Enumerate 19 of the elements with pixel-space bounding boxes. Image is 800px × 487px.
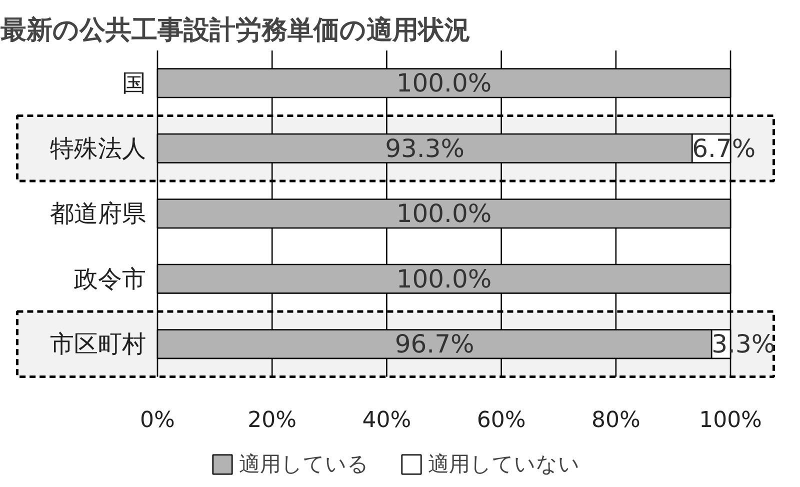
x-tick-label: 80%	[591, 408, 640, 433]
x-tick-label: 100%	[699, 408, 762, 433]
x-tick-label: 20%	[248, 408, 297, 433]
y-tick-label: 特殊法人	[50, 134, 146, 162]
x-tick-label: 40%	[362, 408, 412, 433]
y-tick-label: 市区町村	[50, 330, 146, 358]
data-label: 100.0%	[396, 68, 492, 98]
x-tick-label: 0%	[140, 408, 175, 433]
chart-title: 最新の公共工事設計労務単価の適用状況	[0, 16, 470, 46]
data-label: 96.7%	[394, 330, 474, 359]
y-tick-label: 政令市	[74, 264, 146, 293]
legend-label: 適用している	[239, 451, 369, 478]
legend-label: 適用していない	[428, 451, 580, 478]
data-label: 100.0%	[396, 199, 492, 228]
y-tick-label: 都道府県	[50, 200, 146, 228]
data-label: 100.0%	[396, 264, 492, 294]
y-tick-label: 国	[122, 69, 146, 98]
data-label: 93.3%	[385, 134, 465, 163]
x-tick-label: 60%	[476, 408, 526, 433]
